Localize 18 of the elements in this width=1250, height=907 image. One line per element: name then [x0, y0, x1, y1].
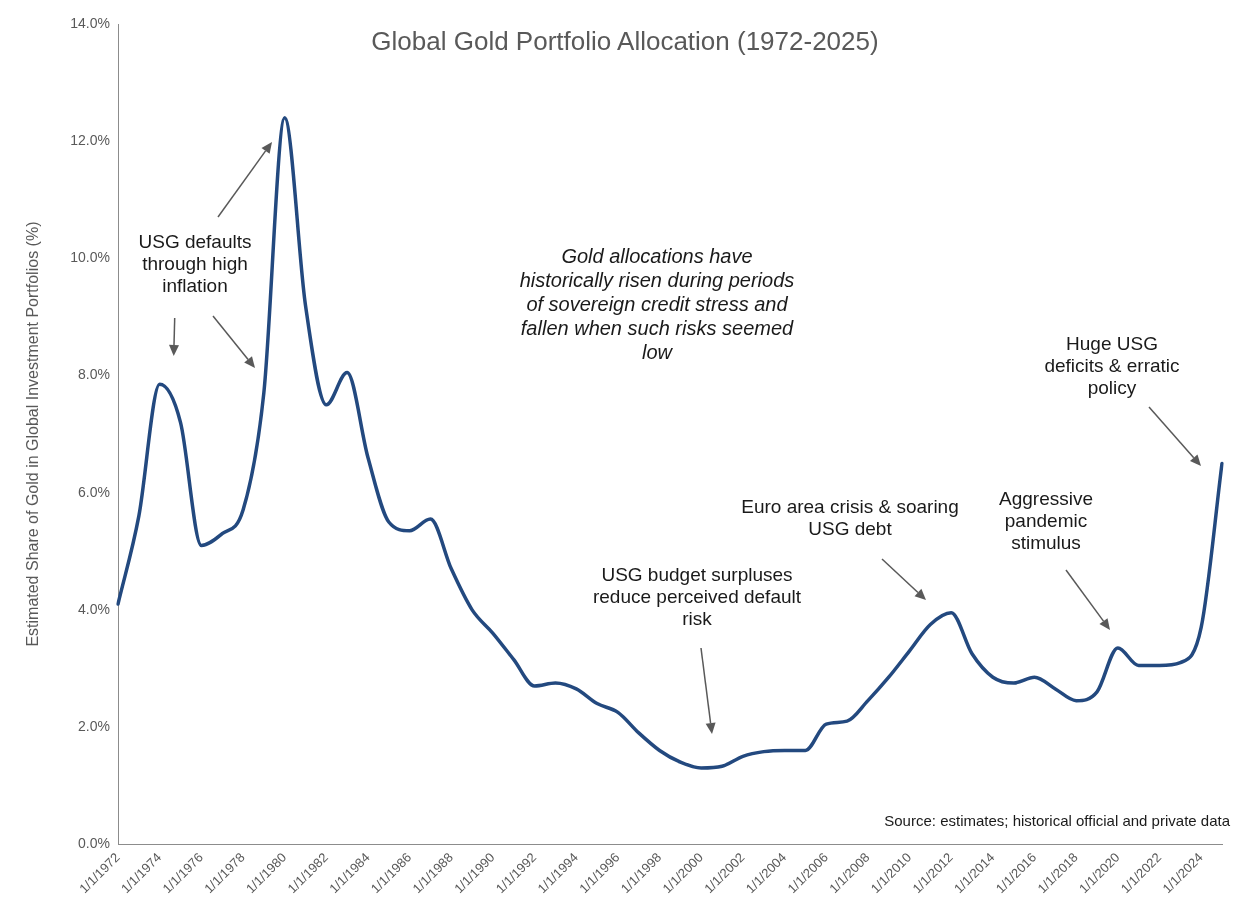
annotation: Huge USG deficits & erratic policy [1043, 333, 1181, 399]
y-tick-label: 0.0% [78, 835, 110, 852]
annotation: Aggressive pandemic stimulus [998, 488, 1094, 554]
y-axis-title: Estimated Share of Gold in Global Investment Portfolios (%) [24, 221, 42, 647]
annotation: Gold allocations have historically risen during periods of sovereign credit stress and fallen when such risks seemed low [518, 244, 796, 364]
line-series [116, 115, 1224, 770]
y-tick-label: 10.0% [70, 249, 110, 266]
chart-title: Global Gold Portfolio Allocation (1972-2025) [371, 26, 879, 56]
y-tick-label: 6.0% [78, 483, 110, 500]
annotation: USG budget surpluses reduce perceived default risk [591, 564, 803, 630]
annotation: Source: estimates; historical official and private data [884, 810, 1230, 832]
y-tick-label: 14.0% [70, 14, 110, 31]
y-tick-label: 4.0% [78, 600, 110, 617]
annotation: USG defaults through high inflation [137, 231, 253, 297]
y-tick-label: 2.0% [78, 717, 110, 734]
annotation: Euro area crisis & soaring USG debt [740, 496, 960, 540]
y-tick-label: 8.0% [78, 366, 110, 383]
y-tick-label: 12.0% [70, 132, 110, 149]
